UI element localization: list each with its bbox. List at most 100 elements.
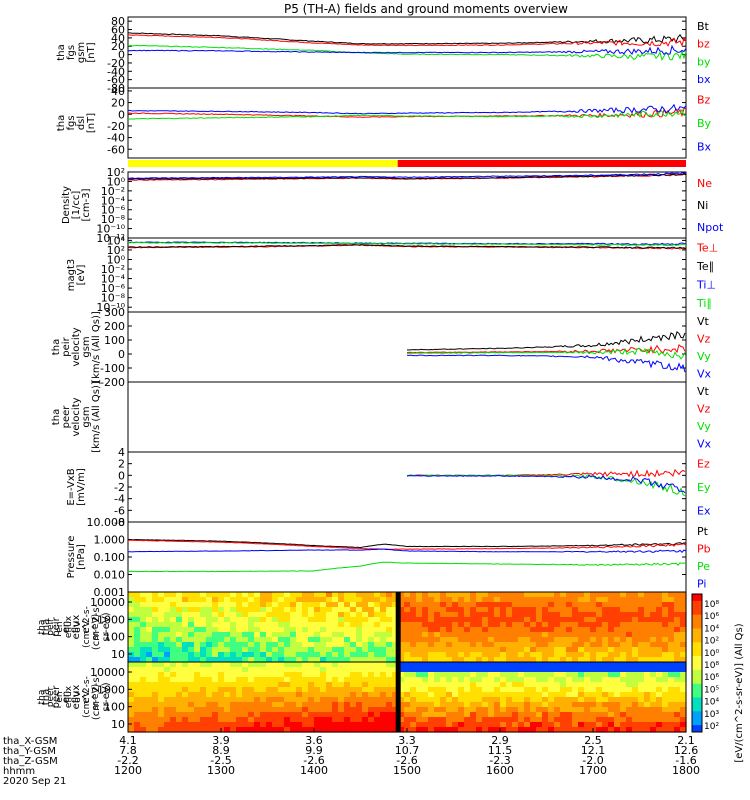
spectrogram-cell [338, 637, 345, 643]
spectrogram-cell [566, 602, 573, 608]
spectrogram-cell [218, 657, 225, 663]
spectrogram-cell [170, 652, 177, 658]
spectrogram-cell [368, 637, 375, 643]
spectrogram-cell [602, 642, 609, 648]
spectrogram-cell [452, 597, 459, 603]
spectrogram-cell [542, 597, 549, 603]
spectrogram-cell [308, 712, 315, 718]
spectrogram-cell [602, 592, 609, 598]
spectrogram-cell [380, 667, 387, 673]
spectrogram-cell [602, 647, 609, 653]
spectrogram-cell [362, 592, 369, 598]
spectrogram-cell [668, 617, 675, 623]
spectrogram-cell [578, 712, 585, 718]
spectrogram-cell [350, 622, 357, 628]
spectrogram-cell [404, 627, 411, 633]
y-axis-label: E=-VxB [mV/m] [66, 468, 87, 506]
spectrogram-cell [488, 677, 495, 683]
y-axis-label-line: tha [56, 44, 67, 60]
y-tick-label: -4 [114, 493, 125, 506]
spectrogram-cell [428, 697, 435, 703]
colorbar-tick-label: 10⁶ [704, 612, 719, 622]
spectrogram-cell [344, 682, 351, 688]
spectrogram-cell [512, 697, 519, 703]
spectrogram-cell [152, 662, 159, 668]
spectrogram-cell [494, 647, 501, 653]
spectrogram-cell [164, 697, 171, 703]
colorbar-segment [692, 621, 702, 626]
spectrogram-cell [458, 652, 465, 658]
spectrogram-cell [134, 597, 141, 603]
y-axis-label: tha peir en eflux eV (cm^2-s-sr-eV) [41, 603, 112, 650]
spectrogram-cell [260, 647, 267, 653]
spectrogram-cell [212, 652, 219, 658]
legend-entry: Bt [697, 20, 710, 33]
spectrogram-cell [200, 647, 207, 653]
spectrogram-cell [446, 667, 453, 673]
spectrogram-cell [284, 677, 291, 683]
spectrogram-cell [230, 632, 237, 638]
spectrogram-cell [626, 622, 633, 628]
spectrogram-cell [560, 642, 567, 648]
spectrogram-cell [164, 687, 171, 693]
spectrogram-cell [374, 597, 381, 603]
spectrogram-cell [650, 717, 657, 723]
spectrogram-cell [608, 702, 615, 708]
spectrogram-cell [158, 672, 165, 678]
colorbar-segment [692, 704, 702, 709]
spectrogram-cell [266, 717, 273, 723]
spectrogram-cell [512, 647, 519, 653]
spectrogram-cell [626, 667, 633, 673]
spectrogram-cell [458, 677, 465, 683]
spectrogram-cell [602, 612, 609, 618]
spectrogram-cell [248, 622, 255, 628]
spectrogram-cell [656, 697, 663, 703]
spectrogram-cell [218, 637, 225, 643]
spectrogram-cell [428, 677, 435, 683]
spectrogram-cell [194, 682, 201, 688]
spectrogram-cell [176, 692, 183, 698]
spectrogram-cell [302, 662, 309, 668]
spectrogram-cell [302, 672, 309, 678]
spectrogram-cell [416, 652, 423, 658]
spectrogram-cell [260, 687, 267, 693]
spectrogram-cell [230, 627, 237, 633]
spectrogram-cell [644, 597, 651, 603]
spectrogram-cell [674, 717, 681, 723]
spectrogram-cell [290, 627, 297, 633]
spectrogram-cell [434, 717, 441, 723]
spectrogram-cell [128, 692, 135, 698]
spectrogram-cell [662, 612, 669, 618]
series-line-Ti∥ [127, 241, 687, 247]
spectrogram-cell [476, 692, 483, 698]
spectrogram-cell [542, 602, 549, 608]
spectrogram-cell [626, 712, 633, 718]
spectrogram-cell [278, 682, 285, 688]
spectrogram-cell [380, 657, 387, 663]
spectrogram-cell [662, 682, 669, 688]
spectrogram-cell [368, 642, 375, 648]
spectrogram-cell [548, 647, 555, 653]
spectrogram-cell [632, 642, 639, 648]
spectrogram-cell [620, 657, 627, 663]
spectrogram-cell [242, 662, 249, 668]
spectrogram-cell [644, 687, 651, 693]
spectrogram-cell [284, 622, 291, 628]
spectrogram-cell [320, 607, 327, 613]
spectrogram-cell [380, 612, 387, 618]
spectrogram-cell [500, 647, 507, 653]
spectrogram-cell [644, 677, 651, 683]
spectrogram-cell [488, 682, 495, 688]
spectrogram-cell [320, 617, 327, 623]
spectrogram-cell [386, 682, 393, 688]
spectrogram-cell [434, 712, 441, 718]
spectrogram-cell [404, 682, 411, 688]
spectrogram-cell [488, 592, 495, 598]
spectrogram-cell [548, 602, 555, 608]
spectrogram-cell [410, 607, 417, 613]
spectrogram-cell [506, 592, 513, 598]
spectrogram-cell [380, 642, 387, 648]
spectrogram-cell [584, 677, 591, 683]
